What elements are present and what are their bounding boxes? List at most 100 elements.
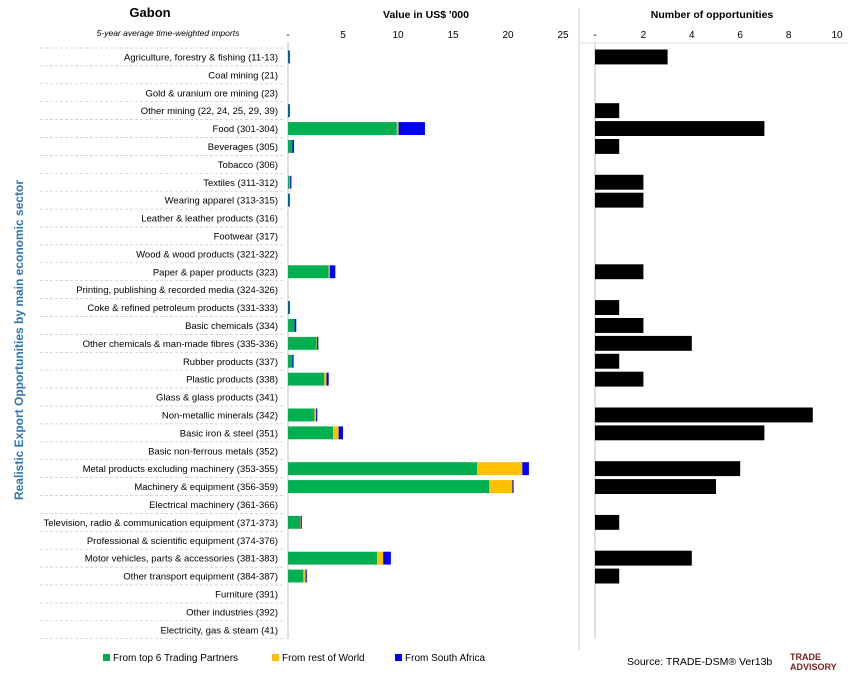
bar-south-africa bbox=[294, 319, 297, 332]
logo-text-trade: TRADE bbox=[790, 652, 821, 662]
bar-rest-of-world bbox=[324, 372, 327, 386]
value-tick-label: 15 bbox=[447, 30, 459, 41]
bar-opportunity-count bbox=[595, 139, 620, 154]
bar-south-africa bbox=[288, 104, 290, 118]
bar-south-africa bbox=[305, 569, 307, 583]
count-bars bbox=[595, 49, 813, 584]
category-label: Machinery & equipment (356-359) bbox=[134, 482, 278, 493]
bar-opportunity-count bbox=[595, 264, 644, 280]
bar-opportunity-count bbox=[595, 514, 620, 530]
count-tick-label: 10 bbox=[831, 30, 843, 41]
bar-south-africa bbox=[398, 122, 425, 135]
category-label: Metal products excluding machinery (353-… bbox=[83, 464, 278, 475]
category-label: Rubber products (337) bbox=[183, 357, 278, 368]
category-labels: Agriculture, forestry & fishing (11-13) C… bbox=[44, 52, 278, 636]
bar-opportunity-count bbox=[595, 103, 620, 119]
category-label: Professional & scientific equipment (374… bbox=[87, 536, 278, 547]
bar-top6 bbox=[288, 569, 304, 583]
bar-top6 bbox=[288, 462, 478, 476]
category-label: Gold & uranium ore mining (23) bbox=[145, 88, 278, 99]
side-axis-label: Realistic Export Opportunities by main e… bbox=[12, 180, 26, 500]
category-label: Coal mining (21) bbox=[208, 70, 278, 81]
bar-rest-of-world bbox=[333, 426, 339, 440]
category-label: Basic non-ferrous metals (352) bbox=[148, 446, 278, 457]
legend-swatch-top6 bbox=[103, 654, 110, 661]
bar-rest-of-world bbox=[377, 551, 384, 565]
bar-opportunity-count bbox=[595, 335, 692, 351]
bar-top6 bbox=[288, 175, 290, 189]
bar-south-africa bbox=[522, 462, 529, 476]
count-tick-label: 2 bbox=[641, 30, 647, 41]
bar-south-africa bbox=[326, 372, 329, 386]
logo-text-advisory: ADVISORY bbox=[790, 662, 837, 672]
bar-opportunity-count bbox=[595, 425, 765, 441]
category-label: Wood & wood products (321-322) bbox=[136, 249, 278, 260]
category-label: Television, radio & communication equipm… bbox=[44, 518, 278, 529]
bar-south-africa bbox=[288, 193, 290, 207]
bar-rest-of-world bbox=[477, 462, 523, 476]
category-label: Furniture (391) bbox=[215, 589, 278, 600]
bar-opportunity-count bbox=[595, 192, 644, 208]
bar-top6 bbox=[288, 319, 295, 332]
count-tick-label: 8 bbox=[786, 30, 792, 41]
bar-opportunity-count bbox=[595, 568, 620, 584]
value-tick-label: 20 bbox=[502, 30, 514, 41]
legend: From top 6 Trading Partners From rest of… bbox=[103, 653, 485, 664]
bar-south-africa bbox=[338, 426, 343, 440]
bar-rest-of-world bbox=[489, 480, 513, 493]
bar-opportunity-count bbox=[595, 121, 765, 136]
bar-top6 bbox=[288, 265, 329, 279]
count-tick-label: 4 bbox=[689, 30, 695, 41]
bar-top6 bbox=[288, 408, 315, 422]
bar-top6 bbox=[288, 336, 317, 350]
category-label: Wearing apparel (313-315) bbox=[165, 196, 278, 207]
bar-opportunity-count bbox=[595, 371, 644, 387]
legend-label-sa: From South Africa bbox=[405, 653, 485, 664]
category-label: Motor vehicles, parts & accessories (381… bbox=[85, 554, 278, 565]
bar-opportunity-count bbox=[595, 353, 620, 369]
bar-top6 bbox=[288, 122, 397, 135]
legend-swatch-sa bbox=[395, 654, 402, 661]
bar-top6 bbox=[288, 426, 334, 440]
category-label: Other transport equipment (384-387) bbox=[123, 572, 278, 583]
category-label: Food (301-304) bbox=[213, 124, 278, 135]
count-tick-label: - bbox=[593, 30, 596, 41]
category-label: Textiles (311-312) bbox=[203, 178, 278, 189]
bar-opportunity-count bbox=[595, 49, 668, 65]
bar-rest-of-world bbox=[303, 569, 306, 583]
category-label: Beverages (305) bbox=[208, 142, 278, 153]
row-separators bbox=[40, 47, 284, 640]
category-label: Other industries (392) bbox=[186, 607, 278, 618]
bar-rest-of-world bbox=[314, 408, 317, 422]
bar-south-africa bbox=[512, 480, 514, 493]
bar-opportunity-count bbox=[595, 479, 716, 494]
category-label: Basic chemicals (334) bbox=[185, 321, 278, 332]
bar-top6 bbox=[288, 372, 325, 386]
bar-opportunity-count bbox=[595, 461, 741, 477]
legend-label-rest: From rest of World bbox=[282, 653, 365, 664]
count-chart-title: Number of opportunities bbox=[651, 9, 774, 21]
source-note: Source: TRADE-DSM® Ver13b bbox=[627, 656, 772, 668]
category-label: Printing, publishing & recorded media (3… bbox=[76, 285, 278, 296]
bar-south-africa bbox=[292, 140, 295, 153]
bar-south-africa bbox=[288, 50, 290, 64]
bar-south-africa bbox=[290, 175, 292, 189]
bar-opportunity-count bbox=[595, 318, 644, 333]
category-label: Leather & leather products (316) bbox=[141, 214, 278, 225]
value-bars bbox=[288, 50, 529, 583]
bar-south-africa bbox=[317, 336, 319, 350]
category-label: Footwear (317) bbox=[214, 231, 278, 242]
bar-opportunity-count bbox=[595, 174, 644, 190]
bar-south-africa bbox=[300, 515, 302, 529]
bar-rest-of-world bbox=[396, 122, 399, 135]
value-tick-label: 5 bbox=[340, 30, 346, 41]
category-label: Non-metallic minerals (342) bbox=[162, 410, 278, 421]
bar-south-africa bbox=[316, 408, 318, 422]
category-label: Glass & glass products (341) bbox=[156, 393, 278, 404]
bar-opportunity-count bbox=[595, 407, 813, 423]
bar-top6 bbox=[288, 140, 293, 153]
bar-south-africa bbox=[292, 354, 294, 368]
country-title: Gabon bbox=[129, 5, 170, 20]
